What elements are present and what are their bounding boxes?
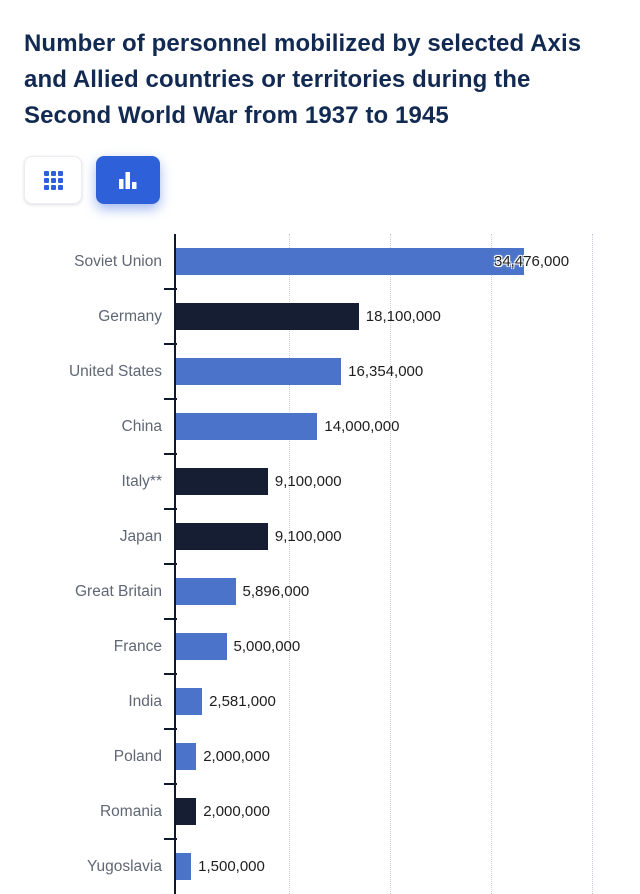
category-label: Great Britain — [74, 582, 162, 600]
value-label: 2,581,000 — [209, 693, 276, 710]
chart-row: Italy** 9,100,000 — [24, 454, 616, 510]
bar-poland[interactable] — [176, 743, 197, 770]
chart-row: Japan 9,100,000 — [24, 509, 616, 565]
bar-chart-icon — [118, 171, 138, 189]
axis-tick — [164, 343, 177, 345]
bar-france[interactable] — [176, 633, 227, 660]
category-label: Romania — [99, 802, 162, 820]
plot-area: 2,581,000 — [164, 674, 616, 730]
plot-area: 5,000,000 — [164, 619, 616, 675]
axis-tick — [164, 508, 177, 510]
value-label: 9,100,000 — [274, 528, 342, 545]
category-label: France — [113, 637, 162, 655]
plot-area: 14,000,000 — [164, 399, 616, 455]
table-view-button[interactable] — [24, 156, 82, 204]
value-label: 9,100,000 — [274, 473, 342, 490]
axis-tick — [164, 673, 177, 675]
value-label: 5,000,000 — [233, 638, 301, 655]
category-label: Yugoslavia — [87, 857, 162, 875]
value-label: 34,476,000 — [494, 253, 570, 270]
plot-area: 2,000,000 — [164, 784, 616, 840]
table-grid-icon — [43, 170, 63, 190]
bar-great-britain[interactable] — [176, 578, 236, 605]
category-label: Poland — [113, 747, 162, 765]
category-label: Japan — [119, 527, 162, 545]
bar-united-states[interactable] — [176, 358, 342, 385]
axis-tick — [164, 288, 177, 290]
bar-japan[interactable] — [176, 523, 268, 550]
value-label: 2,000,000 — [203, 748, 270, 765]
bar-yugoslavia[interactable] — [176, 853, 192, 880]
category-label: United States — [68, 362, 162, 380]
chart-row: Romania 2,000,000 — [24, 784, 616, 840]
chart-row: Germany 18,100,000 — [24, 289, 616, 345]
plot-area: 1,500,000 — [174, 839, 616, 894]
bar-italy[interactable] — [176, 468, 268, 495]
axis-tick — [164, 838, 177, 840]
category-label: India — [128, 692, 162, 710]
value-label: 14,000,000 — [324, 418, 400, 435]
axis-tick — [164, 453, 177, 455]
value-label: 5,896,000 — [242, 583, 310, 600]
axis-tick — [164, 728, 177, 730]
value-label: 16,354,000 — [348, 363, 424, 380]
category-label: Germany — [98, 307, 162, 325]
chart-row: India 2,581,000 — [24, 674, 616, 730]
axis-tick — [164, 783, 177, 785]
chart-row: Soviet Union 34,476,000 — [24, 234, 616, 290]
chart-row: United States 16,354,000 — [24, 344, 616, 400]
chart-row: Great Britain 5,896,000 — [24, 564, 616, 620]
bar-soviet-union[interactable] — [176, 248, 525, 275]
plot-area: 5,896,000 — [164, 564, 616, 620]
view-toolbar — [24, 156, 616, 204]
axis-tick — [164, 563, 177, 565]
plot-area: 2,000,000 — [164, 729, 616, 785]
bar-germany[interactable] — [176, 303, 359, 330]
page-title: Number of personnel mobilized by selecte… — [24, 30, 582, 129]
axis-tick — [164, 398, 177, 400]
value-label: 2,000,000 — [203, 803, 270, 820]
bar-romania[interactable] — [176, 798, 197, 825]
value-label: 18,100,000 — [365, 308, 441, 325]
bar-chart: Soviet Union 34,476,000 Germany 18,100,000 U… — [24, 234, 616, 894]
plot-area: 9,100,000 — [164, 454, 616, 510]
axis-tick — [164, 618, 177, 620]
plot-area: 18,100,000 — [164, 289, 616, 345]
chart-row: China 14,000,000 — [24, 399, 616, 455]
chart-row: Yugoslavia 1,500,000 — [24, 839, 616, 894]
value-label: 1,500,000 — [198, 858, 265, 875]
category-label: Soviet Union — [74, 252, 162, 270]
plot-area: 34,476,000 — [164, 234, 616, 290]
plot-area: 9,100,000 — [164, 509, 616, 565]
bar-india[interactable] — [176, 688, 203, 715]
bar-china[interactable] — [176, 413, 318, 440]
category-label: Italy** — [121, 472, 163, 490]
chart-row: France 5,000,000 — [24, 619, 616, 675]
chart-view-button[interactable] — [96, 156, 160, 204]
category-label: China — [121, 417, 163, 435]
chart-row: Poland 2,000,000 — [24, 729, 616, 785]
plot-area: 16,354,000 — [164, 344, 616, 400]
